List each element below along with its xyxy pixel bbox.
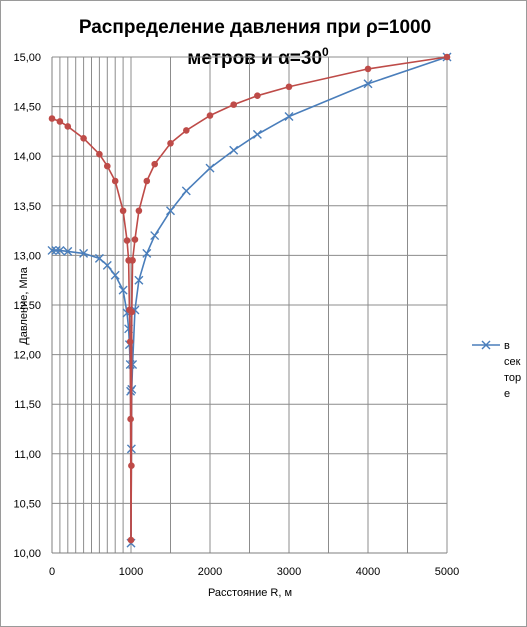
data-point (181, 186, 191, 196)
data-point (230, 101, 237, 108)
series-layer (47, 52, 452, 548)
series-line (130, 56, 448, 541)
legend-label: в (504, 340, 510, 352)
data-point (51, 245, 61, 255)
data-point (128, 462, 135, 470)
data-point (254, 92, 261, 99)
axis-layer (51, 57, 447, 554)
data-point (119, 207, 127, 215)
data-point (183, 127, 190, 134)
y-axis-title: Давление, Мпа (18, 266, 30, 344)
y-tick-label: 10,50 (13, 498, 41, 510)
legend-label: сек (504, 356, 521, 368)
x-tick-label: 4000 (356, 566, 380, 578)
data-point (229, 145, 239, 155)
data-point (64, 123, 72, 130)
y-tick-label: 12,00 (13, 350, 41, 362)
data-point (443, 53, 451, 61)
data-point (48, 115, 56, 122)
series-2 (48, 53, 451, 544)
chart-title-line2-text: метров и α=30 (187, 48, 322, 69)
chart-title-line2: метров и α=300 (187, 45, 329, 69)
data-point (206, 112, 214, 119)
y-tick-label: 13,00 (13, 250, 41, 262)
data-point (127, 536, 135, 544)
data-point (166, 206, 175, 216)
data-point (150, 231, 160, 241)
data-point (94, 253, 104, 263)
data-point (104, 162, 111, 170)
legend: в сек тор е (472, 340, 521, 400)
data-point (167, 140, 174, 147)
data-point (79, 248, 89, 258)
x-tick-label: 3000 (277, 566, 301, 578)
data-point (111, 177, 119, 185)
x-tick-label: 5000 (435, 566, 459, 578)
y-tick-label: 10,00 (13, 548, 41, 560)
data-point (96, 150, 103, 158)
data-point (110, 270, 120, 280)
data-point (63, 246, 73, 256)
data-point (47, 245, 57, 255)
y-tick-label: 12,50 (13, 300, 41, 312)
data-point (126, 338, 134, 346)
data-point (55, 245, 65, 255)
tick-label-layer: 10,00 10,50 11,00 11,50 12,00 12,50 13,00 13,50… (13, 52, 459, 578)
x-axis-title: Расстояние R, м (208, 587, 292, 599)
data-point (284, 112, 294, 122)
y-tick-label: 14,00 (13, 151, 41, 163)
y-tick-label: 15,00 (13, 52, 41, 64)
data-point (127, 415, 134, 423)
data-point (285, 83, 293, 91)
data-point (56, 118, 64, 125)
y-tick-label: 13,50 (13, 201, 41, 213)
data-point (252, 129, 262, 139)
data-point (134, 275, 144, 285)
y-tick-label: 11,50 (14, 399, 41, 411)
data-point (135, 207, 143, 215)
y-tick-label: 14,50 (13, 102, 41, 114)
data-point (364, 65, 372, 73)
x-tick-label: 1000 (119, 566, 143, 578)
chart-title-line1: Распределение давления при ρ=1000 (79, 17, 431, 38)
data-point (131, 236, 139, 243)
y-tick-label: 11,00 (14, 449, 41, 461)
data-point (143, 177, 151, 185)
legend-label: е (504, 388, 510, 400)
data-point (142, 248, 152, 258)
chart-title-superscript: 0 (322, 45, 329, 59)
data-point (129, 257, 136, 264)
data-point (102, 260, 112, 270)
x-tick-label: 2000 (198, 566, 222, 578)
grid-layer (51, 56, 448, 554)
data-point (205, 163, 215, 173)
data-point (80, 135, 87, 142)
data-point (363, 79, 373, 89)
data-point (151, 160, 158, 168)
data-point (481, 340, 491, 350)
data-point (123, 237, 131, 244)
x-tick-label: 0 (49, 566, 55, 578)
data-point (118, 285, 128, 295)
data-point (128, 308, 136, 316)
legend-label: тор (504, 372, 521, 384)
